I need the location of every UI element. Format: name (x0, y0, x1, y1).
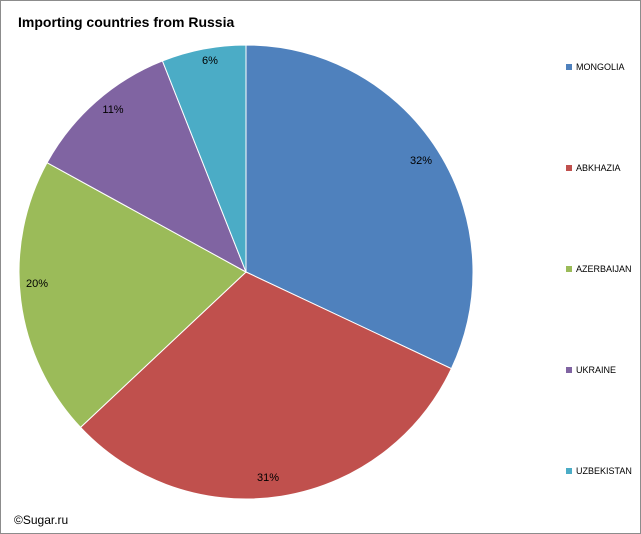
legend-label: UZBEKISTAN (576, 466, 632, 476)
copyright-text: ©Sugar.ru (14, 513, 69, 527)
legend-item-ukraine: UKRAINE (566, 364, 616, 376)
legend-swatch (566, 367, 572, 373)
legend-label: AZERBAIJAN (576, 264, 632, 274)
slice-label-uzbekistan: 6% (202, 55, 218, 67)
slice-label-azerbaijan: 20% (26, 278, 48, 290)
legend-label: ABKHAZIA (576, 163, 621, 173)
slice-label-ukraine: 11% (102, 104, 123, 116)
legend-item-uzbekistan: UZBEKISTAN (566, 465, 632, 477)
legend-label: MONGOLIA (576, 62, 625, 72)
pie-slice-azerbaijan (18, 161, 247, 429)
pie-slice-mongolia (245, 44, 474, 370)
pie-slice-uzbekistan (161, 44, 247, 273)
legend-item-mongolia: MONGOLIA (566, 61, 625, 73)
legend-item-abkhazia: ABKHAZIA (566, 162, 621, 174)
slice-label-abkhazia: 31% (257, 472, 279, 484)
pie-slice-abkhazia (79, 271, 453, 500)
pie-slice-ukraine (46, 60, 247, 274)
legend-swatch (566, 165, 572, 171)
chart-title: Importing countries from Russia (18, 14, 235, 30)
legend-swatch (566, 468, 572, 474)
legend-item-azerbaijan: AZERBAIJAN (566, 263, 632, 275)
legend-swatch (566, 266, 572, 272)
slice-label-mongolia: 32% (410, 155, 432, 167)
legend-swatch (566, 64, 572, 70)
legend-label: UKRAINE (576, 365, 617, 375)
